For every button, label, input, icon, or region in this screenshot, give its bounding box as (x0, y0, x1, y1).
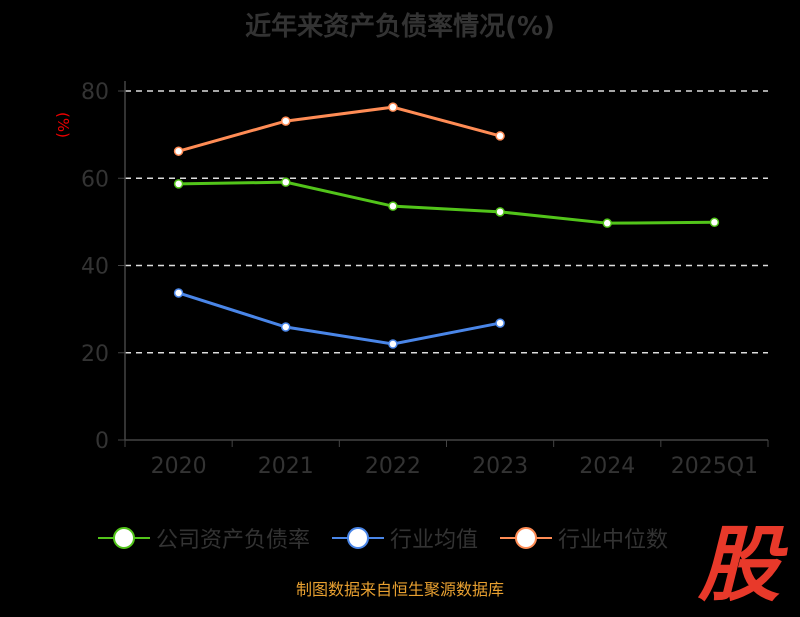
data-point (495, 207, 505, 217)
data-point (281, 177, 291, 187)
data-point (388, 339, 398, 349)
watermark-logo: 股 (698, 518, 780, 613)
series-line-0 (178, 180, 715, 225)
data-point (495, 131, 505, 141)
y-tick-label: 80 (81, 80, 109, 105)
series-line-2 (178, 105, 501, 153)
legend-marker-icon (500, 527, 553, 549)
legend-item[interactable]: 行业中位数 (500, 522, 668, 554)
x-tick-label: 2021 (258, 454, 314, 479)
data-point (173, 146, 184, 156)
data-point (709, 217, 720, 228)
chart-title: 近年来资产负债率情况(%) (245, 12, 555, 42)
legend-marker-icon (332, 527, 385, 549)
data-point (388, 201, 398, 211)
data-point (281, 116, 291, 126)
x-tick-label: 2023 (472, 454, 528, 479)
footer-source: 制图数据来自恒生聚源数据库 (295, 580, 504, 599)
data-point (173, 288, 184, 298)
y-tick-label: 60 (81, 167, 109, 192)
x-tick-label: 2025Q1 (671, 454, 758, 479)
data-point (388, 102, 398, 112)
line-chart: 0 20 40 60 80 2020 2021 2022 2023 2024 2025Q1 (81, 80, 769, 479)
legend-item[interactable]: 行业均值 (332, 522, 478, 554)
legend-label: 行业均值 (390, 528, 479, 553)
legend-item[interactable]: 公司资产负债率 (98, 522, 310, 554)
data-point (495, 318, 505, 328)
legend-marker-icon (98, 527, 150, 549)
data-point (281, 322, 291, 332)
legend-label: 行业中位数 (558, 528, 669, 553)
data-point (173, 179, 184, 189)
data-point (602, 218, 612, 228)
x-tick-label: 2022 (365, 454, 421, 479)
x-tick-label: 2020 (151, 454, 207, 479)
x-tick-label: 2024 (579, 454, 635, 479)
series-line-1 (178, 291, 501, 346)
y-tick-label: 40 (81, 255, 109, 280)
legend-label: 公司资产负债率 (156, 528, 311, 553)
legend: 公司资产负债率 行业均值 行业中位数 (98, 522, 668, 554)
y-tick-label: 0 (95, 429, 109, 454)
y-tick-label: 20 (81, 342, 109, 367)
